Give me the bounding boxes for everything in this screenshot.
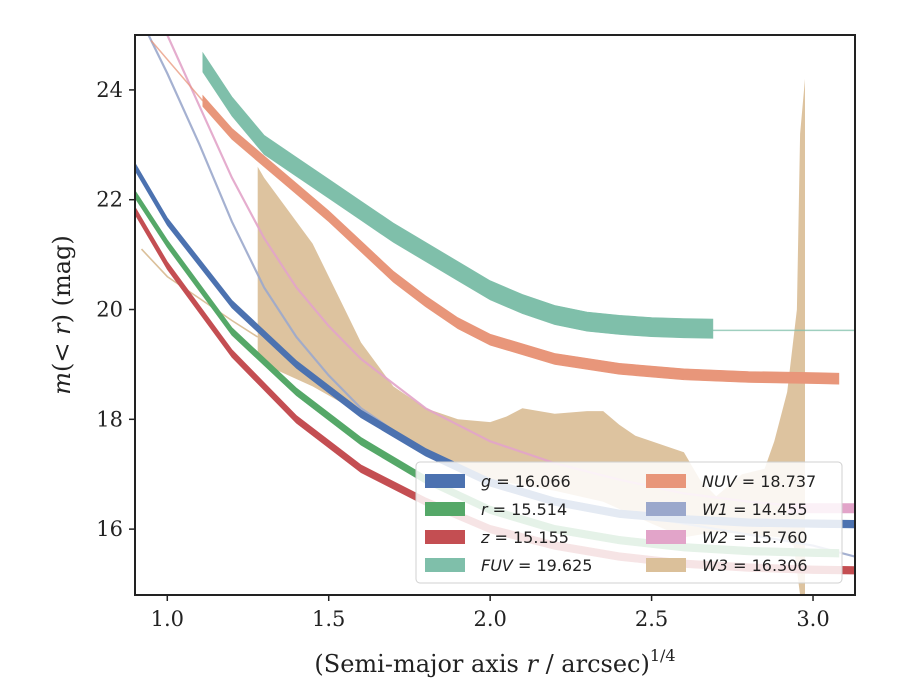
y-tick-label: 18 <box>96 407 123 431</box>
legend-label: W3 = 16.306 <box>702 556 808 575</box>
legend-label: W2 = 15.760 <box>702 528 808 547</box>
y-axis-label-pre: m <box>48 372 76 395</box>
y-tick-label: 22 <box>96 188 123 212</box>
x-tick-label: 2.0 <box>473 607 506 631</box>
legend-box <box>415 461 843 584</box>
y-axis-label: m(< r) (mag) <box>48 235 76 395</box>
legend-label: g = 16.066 <box>481 472 571 491</box>
y-axis-label-var: r <box>48 322 76 335</box>
x-axis-label-sup: 1/4 <box>650 646 676 665</box>
series-w3-extension <box>140 248 259 338</box>
series-z-band <box>135 206 855 575</box>
series-nuv-band <box>202 94 840 385</box>
y-tick-label: 20 <box>96 298 123 322</box>
y-tick-label: 24 <box>96 78 123 102</box>
legend-label-value: = 18.737 <box>737 472 817 491</box>
legend-label-value: = 19.625 <box>513 556 593 575</box>
legend-label: FUV = 19.625 <box>481 556 592 575</box>
x-tick-label: 3.0 <box>796 607 829 631</box>
legend-label-value: = 15.514 <box>488 500 568 519</box>
x-axis-label-mid: / arcsec) <box>538 650 650 678</box>
legend-label-value: = 15.155 <box>489 528 569 547</box>
series-nuv-extension <box>150 40 204 102</box>
legend-label-var: W3 <box>702 556 728 575</box>
legend-label: W1 = 14.455 <box>702 500 808 519</box>
plot-frame <box>134 34 856 596</box>
legend-label-var: W1 <box>702 500 728 519</box>
legend-swatch <box>646 502 686 516</box>
legend-label-var: FUV <box>481 556 514 575</box>
legend-swatch <box>646 558 686 572</box>
legend-swatch <box>425 474 465 488</box>
legend-label-var: r <box>481 500 489 519</box>
y-tick-label: 16 <box>96 517 123 541</box>
legend-swatch <box>646 474 686 488</box>
legend-label: NUV = 18.737 <box>702 472 816 491</box>
legend-label-var: NUV <box>702 472 738 491</box>
legend-swatch <box>425 530 465 544</box>
legend-swatch <box>425 502 465 516</box>
series-g-band <box>135 162 855 529</box>
legend-label-value: = 16.066 <box>491 472 571 491</box>
x-tick-label: 1.0 <box>151 607 184 631</box>
legend-label-var: z <box>480 528 490 547</box>
legend-label-value: = 15.760 <box>728 528 808 547</box>
x-axis-label-main: (Semi-major axis <box>314 650 526 678</box>
x-tick-label: 2.5 <box>635 607 668 631</box>
legend-label-value: = 16.306 <box>728 556 808 575</box>
ticks-layer: 1.0 1.5 2.0 2.5 3.0 16 18 20 22 24 <box>96 78 829 631</box>
legend-label-var: W2 <box>702 528 728 547</box>
legend-swatch <box>425 558 465 572</box>
legend-label: z = 15.155 <box>480 528 569 547</box>
x-axis-label-var: r <box>526 650 539 678</box>
x-tick-label: 1.5 <box>312 607 345 631</box>
y-axis-label-post: ) (mag) <box>48 235 76 323</box>
x-axis-label: (Semi-major axis r / arcsec)1/4 <box>314 646 675 678</box>
legend-label-value: = 14.455 <box>728 500 808 519</box>
legend-swatch <box>646 530 686 544</box>
y-axis-label-mid: (< <box>48 335 76 372</box>
legend-label-var: g <box>481 472 491 491</box>
legend-label: r = 15.514 <box>481 500 567 519</box>
series-fuv-band <box>202 51 714 339</box>
